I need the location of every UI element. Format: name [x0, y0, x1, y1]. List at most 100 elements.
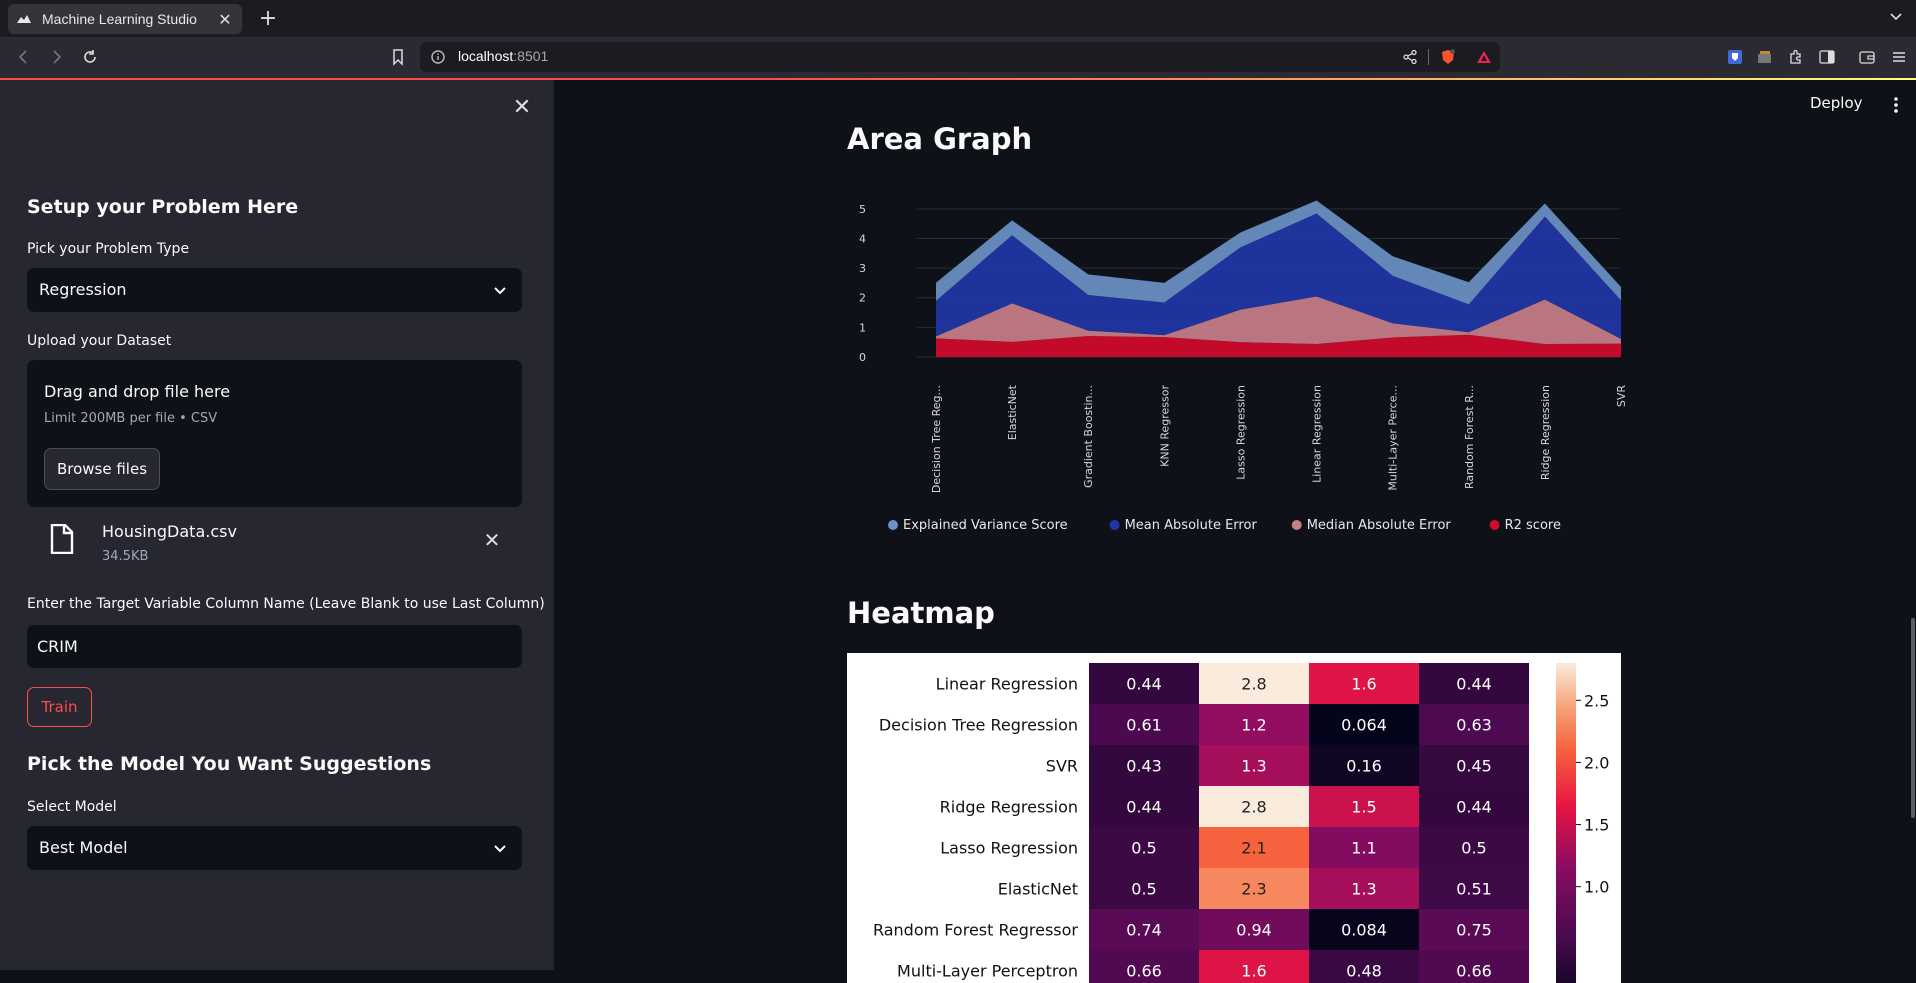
- x-tick-label: SVR: [1615, 385, 1627, 408]
- heatmap-cell: [1419, 704, 1529, 745]
- heatmap-svg: Linear Regression 0.44 2.8 1.6 0.44 Decision …: [873, 663, 1609, 983]
- legend-marker: [1109, 520, 1120, 530]
- heatmap-cell: [1199, 868, 1309, 909]
- setup-heading: Setup your Problem Here: [27, 196, 299, 218]
- area-series-mean-absolute-error: [936, 213, 1621, 339]
- dropzone-limit: Limit 200MB per file • CSV: [44, 411, 218, 426]
- sidebar-toggle-icon[interactable]: [1818, 48, 1836, 66]
- heatmap-cell-label: 2.8: [1241, 798, 1266, 817]
- heatmap-row-label: Linear Regression: [936, 675, 1078, 694]
- bookmark-icon[interactable]: [388, 47, 408, 67]
- train-button[interactable]: Train: [27, 687, 92, 727]
- uploaded-file: HousingData.csv 34.5KB ✕: [27, 512, 522, 576]
- colorbar: [1556, 663, 1576, 983]
- new-tab-icon[interactable]: +: [258, 6, 278, 31]
- heatmap-cell-label: 1.1: [1351, 839, 1376, 858]
- legend-marker: [1291, 520, 1302, 530]
- browser-tab[interactable]: Machine Learning Studio ✕: [8, 4, 242, 34]
- heatmap-row-label: ElasticNet: [998, 880, 1078, 899]
- browser-tab-bar: Machine Learning Studio ✕ +: [0, 0, 1916, 37]
- x-tick-label: KNN Regressor: [1158, 385, 1171, 467]
- address-bar[interactable]: localhost:8501: [420, 42, 1500, 72]
- target-column-label: Enter the Target Variable Column Name (L…: [27, 596, 545, 612]
- heatmap-cell: [1089, 827, 1199, 868]
- heatmap-cell: [1309, 786, 1419, 827]
- target-column-input[interactable]: [27, 625, 522, 668]
- brave-shield-icon[interactable]: [1440, 49, 1456, 65]
- area-series-median-absolute-error: [936, 296, 1621, 344]
- heatmap-cell: [1309, 868, 1419, 909]
- heatmap-cell-label: 0.51: [1456, 880, 1492, 899]
- x-tick-label: Gradient Boostin...: [1082, 385, 1095, 488]
- colorbar-tick-label: 1.5: [1584, 816, 1609, 835]
- page-scrollbar[interactable]: [1911, 618, 1915, 818]
- remove-file-icon[interactable]: ✕: [483, 528, 501, 552]
- main-menu-icon[interactable]: [1888, 96, 1904, 114]
- heatmap-row-label: Multi-Layer Perceptron: [897, 962, 1078, 981]
- share-icon[interactable]: [1402, 49, 1418, 65]
- tab-close-icon[interactable]: ✕: [218, 9, 232, 29]
- back-icon[interactable]: [14, 47, 34, 67]
- colorbar-tick-label: 2.0: [1584, 753, 1609, 772]
- model-select[interactable]: Best Model: [27, 826, 522, 870]
- heatmap-cell-label: 0.45: [1456, 757, 1492, 776]
- file-icon: [50, 524, 74, 554]
- x-tick-label: Multi-Layer Perce...: [1387, 385, 1400, 491]
- heatmap-cell-label: 0.44: [1456, 798, 1492, 817]
- heatmap-cell-label: 1.3: [1351, 880, 1376, 899]
- browser-menu-icon[interactable]: [1890, 48, 1908, 66]
- heatmap-cell-label: 1.6: [1241, 962, 1266, 981]
- urlbar-separator: [1428, 49, 1429, 65]
- brave-rewards-icon[interactable]: [1476, 49, 1492, 65]
- heatmap-cell: [1419, 909, 1529, 950]
- heatmap-cell-label: 1.5: [1351, 798, 1376, 817]
- heatmap-cell-label: 0.5: [1461, 839, 1486, 858]
- url-text: localhost:8501: [458, 48, 548, 64]
- heatmap-row-label: Random Forest Regressor: [873, 921, 1078, 940]
- heatmap-cell: [1309, 745, 1419, 786]
- heatmap-cell-label: 0.43: [1126, 757, 1162, 776]
- heatmap-cell-label: 0.66: [1456, 962, 1492, 981]
- wallet-icon[interactable]: [1858, 48, 1876, 66]
- heatmap-cell-label: 0.084: [1341, 921, 1387, 940]
- heatmap-cell: [1089, 868, 1199, 909]
- heatmap-cell-label: 0.44: [1126, 798, 1162, 817]
- forward-icon[interactable]: [46, 47, 66, 67]
- heatmap-cell: [1089, 909, 1199, 950]
- browse-files-button[interactable]: Browse files: [44, 448, 160, 490]
- file-name: HousingData.csv: [102, 522, 237, 541]
- x-tick-label: Random Forest R...: [1463, 385, 1476, 489]
- sidebar: ✕ Setup your Problem Here Pick your Prob…: [0, 80, 554, 970]
- file-size: 34.5KB: [102, 549, 149, 564]
- tab-list-chevron-icon[interactable]: [1888, 8, 1904, 24]
- y-tick-label: 5: [859, 203, 866, 216]
- deploy-button[interactable]: Deploy: [1810, 94, 1863, 112]
- heatmap-cell-label: 0.66: [1126, 962, 1162, 981]
- heatmap-cell: [1089, 663, 1199, 704]
- extension-bitwarden-icon[interactable]: [1726, 48, 1744, 66]
- browser-toolbar: localhost:8501: [0, 37, 1916, 78]
- site-info-icon[interactable]: [430, 49, 446, 65]
- extensions-puzzle-icon[interactable]: [1787, 48, 1805, 66]
- y-tick-label: 4: [859, 232, 866, 245]
- heatmap-title: Heatmap: [847, 596, 995, 630]
- area-graph-title: Area Graph: [847, 122, 1033, 156]
- heatmap-cell: [1199, 827, 1309, 868]
- file-dropzone[interactable]: Drag and drop file here Limit 200MB per …: [27, 360, 522, 507]
- heatmap-cell-label: 2.1: [1241, 839, 1266, 858]
- heatmap-cell-label: 1.2: [1241, 716, 1266, 735]
- problem-type-select[interactable]: Regression: [27, 268, 522, 312]
- reload-icon[interactable]: [80, 47, 100, 67]
- heatmap-cell: [1199, 909, 1309, 950]
- legend-marker: [1489, 520, 1500, 530]
- select-model-label: Select Model: [27, 799, 117, 815]
- extension-media-icon[interactable]: [1756, 48, 1774, 66]
- heatmap-cell-label: 0.16: [1346, 757, 1382, 776]
- legend-label: R2 score: [1505, 518, 1561, 533]
- streamlit-favicon-icon: [16, 11, 32, 27]
- heatmap-cell: [1199, 745, 1309, 786]
- tab-title: Machine Learning Studio: [42, 11, 197, 27]
- url-port: :8501: [513, 48, 549, 64]
- sidebar-close-icon[interactable]: ✕: [512, 95, 532, 120]
- heatmap-cell: [1309, 909, 1419, 950]
